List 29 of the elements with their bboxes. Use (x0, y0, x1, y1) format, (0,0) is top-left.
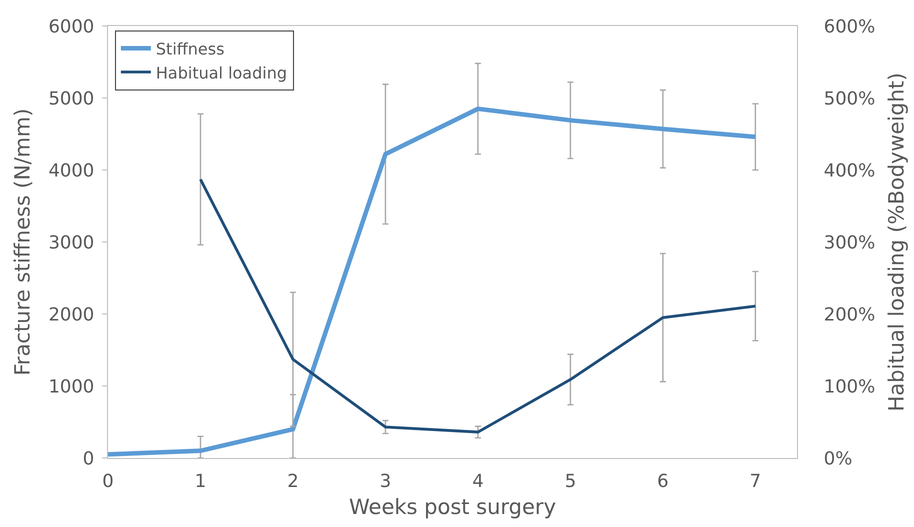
x-tick-label: 6 (657, 470, 669, 492)
y2-tick-label: 300% (824, 232, 876, 254)
x-tick-label: 7 (750, 470, 762, 492)
y-axis-title: Fracture stiffness (N/mm) (10, 108, 35, 376)
y2-tick-label: 400% (824, 160, 876, 182)
y-tick-label: 4000 (48, 160, 94, 182)
y2-tick-label: 200% (824, 304, 876, 326)
x-tick-label: 4 (472, 470, 484, 492)
line-series (199, 178, 757, 434)
y-tick-label: 1000 (48, 376, 94, 398)
x-tick-label: 3 (380, 470, 392, 492)
y-tick-label: 2000 (48, 304, 94, 326)
y-tick-label: 6000 (48, 16, 94, 38)
x-tick-label: 0 (102, 470, 114, 492)
x-tick-label: 2 (287, 470, 299, 492)
y2-tick-label: 100% (824, 376, 876, 398)
y-tick-label: 3000 (48, 232, 94, 254)
legend-label: Habitual loading (156, 63, 288, 82)
x-axis-title: Weeks post surgery (348, 494, 556, 519)
y-tick-label: 5000 (48, 88, 94, 110)
x-tick-label: 5 (564, 470, 576, 492)
legend-label: Stiffness (156, 39, 224, 58)
x-tick-label: 1 (194, 470, 206, 492)
y2-axis-title: Habitual loading (%Bodyweight) (884, 72, 908, 412)
y2-tick-label: 0% (824, 448, 852, 470)
y2-tick-label: 600% (824, 16, 876, 38)
y-tick-label: 0 (82, 448, 94, 470)
line-series (108, 106, 758, 457)
y2-tick-label: 500% (824, 88, 876, 110)
